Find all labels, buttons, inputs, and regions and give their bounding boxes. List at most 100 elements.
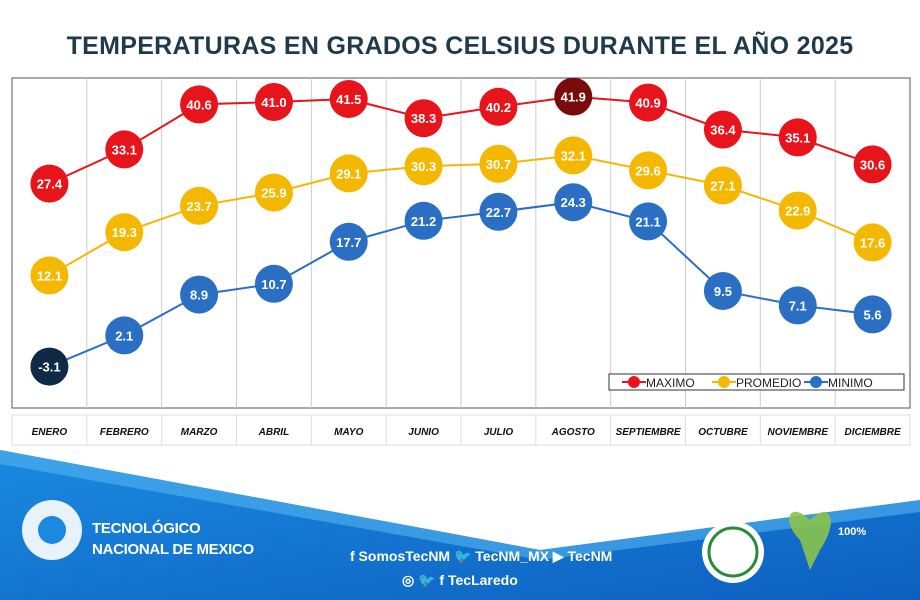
data-point <box>629 83 668 122</box>
data-point <box>479 87 518 126</box>
data-label: 40.2 <box>486 100 511 115</box>
data-label: 8.9 <box>190 288 208 303</box>
data-point <box>629 202 668 241</box>
series-minimo: -3.1 2.1 8.9 10.7 17.7 21.2 22.7 24.3 21.1 9.5 7.1… <box>30 183 892 386</box>
data-point <box>853 295 892 334</box>
category-label: MARZO <box>181 427 218 438</box>
legend: MAXIMO PROMEDIO MINIMO <box>608 373 905 391</box>
data-label: 36.4 <box>710 123 736 138</box>
data-label: 22.7 <box>486 205 511 220</box>
data-point <box>180 186 219 225</box>
data-point <box>254 264 293 303</box>
footer-banner: 100% TECNOLÓGICO NACIONAL DE MEXICO f So… <box>0 450 920 600</box>
data-label: 24.3 <box>561 195 586 210</box>
data-point <box>329 80 368 118</box>
data-label: 22.9 <box>785 204 810 219</box>
tecnm-name: TECNOLÓGICO NACIONAL DE MEXICO <box>92 518 254 560</box>
data-point <box>554 77 593 116</box>
data-point <box>853 223 892 262</box>
legend-label: PROMEDIO <box>736 376 801 390</box>
svg-text:100%: 100% <box>838 526 866 538</box>
legend-marker <box>810 376 822 388</box>
legend-label: MINIMO <box>828 376 873 390</box>
data-point <box>703 166 742 205</box>
data-point <box>778 191 817 230</box>
data-point <box>30 256 69 295</box>
org-line-2: NACIONAL DE MEXICO <box>92 541 254 558</box>
data-point <box>105 213 144 252</box>
data-point <box>853 145 892 184</box>
data-label: 29.6 <box>635 163 660 178</box>
data-point <box>554 183 593 222</box>
category-label: SEPTIEMBRE <box>616 427 681 438</box>
data-label: 27.1 <box>710 178 735 193</box>
data-point <box>479 144 518 183</box>
data-label: 5.6 <box>864 307 882 322</box>
data-point <box>404 147 443 186</box>
data-label: 30.3 <box>411 159 436 174</box>
data-label: 40.9 <box>635 96 660 111</box>
data-point <box>479 192 518 231</box>
data-point <box>254 173 293 212</box>
category-label: JULIO <box>484 427 514 438</box>
category-label: DICIEMBRE <box>845 427 901 438</box>
social-handles-2: ◎ 🐦 f TecLaredo <box>402 572 518 588</box>
data-point <box>329 222 368 261</box>
category-label: ABRIL <box>258 427 290 438</box>
legend-marker <box>628 376 640 388</box>
data-label: 9.5 <box>714 284 732 299</box>
line-chart: ENERO FEBRERO MARZO ABRIL MAYO JUNIO JULIO AGOS… <box>11 77 911 446</box>
data-label: 25.9 <box>261 186 286 201</box>
data-label: 12.1 <box>37 268 62 283</box>
category-label: ENERO <box>32 427 68 438</box>
data-point <box>629 151 668 190</box>
series-promedio: 12.1 19.3 23.7 25.9 29.1 30.3 30.7 32.1 29.6 27.1… <box>30 136 892 295</box>
data-point <box>404 201 443 240</box>
data-label: 30.6 <box>860 157 885 172</box>
tecnm-gear-logo <box>22 500 82 560</box>
legend-label: MAXIMO <box>646 376 695 390</box>
org-line-1: TECNOLÓGICO <box>92 520 201 537</box>
data-label: 21.2 <box>411 214 436 229</box>
data-point <box>105 130 144 169</box>
data-label: 19.3 <box>112 225 137 240</box>
data-label: 33.1 <box>112 142 137 157</box>
data-label: 2.1 <box>115 328 133 343</box>
legend-box <box>608 373 905 391</box>
data-label: 40.6 <box>186 97 211 112</box>
data-point <box>180 85 219 124</box>
data-point <box>180 275 219 314</box>
data-point <box>778 286 817 325</box>
data-label: 32.1 <box>561 148 586 163</box>
footer-background: 100% <box>0 450 920 600</box>
category-label: AGOSTO <box>551 427 595 438</box>
social-handles-1: f SomosTecNM 🐦 TecNM_MX ▶ TecNM <box>350 548 613 564</box>
data-label: 17.7 <box>336 235 361 250</box>
data-label: 27.4 <box>37 177 63 192</box>
data-label: 41.5 <box>336 92 361 107</box>
data-point <box>329 154 368 193</box>
data-point <box>703 110 742 149</box>
category-label: FEBRERO <box>100 427 149 438</box>
category-label: OCTUBRE <box>698 427 748 438</box>
plastic-free-logo: 100% <box>789 511 866 570</box>
data-point <box>554 136 593 175</box>
data-point <box>254 83 293 121</box>
data-point <box>404 99 443 138</box>
chart-title: TEMPERATURAS EN GRADOS CELSIUS DURANTE E… <box>66 32 854 60</box>
legend-marker <box>718 376 730 388</box>
data-label: 30.7 <box>486 157 511 172</box>
data-label: 17.6 <box>860 235 885 250</box>
data-point <box>30 164 69 203</box>
data-label: 21.1 <box>635 214 660 229</box>
data-label: 41.0 <box>261 95 286 110</box>
data-label: 38.3 <box>411 111 436 126</box>
data-label: -3.1 <box>38 360 60 375</box>
data-label: 35.1 <box>785 130 810 145</box>
data-point <box>778 118 817 157</box>
series-maximo: 27.4 33.1 40.6 41.0 41.5 38.3 40.2 41.9 40.9 36.4… <box>30 77 892 203</box>
data-label: 23.7 <box>186 199 211 214</box>
data-point <box>105 316 144 355</box>
institute-logo <box>702 521 764 583</box>
category-label: NOVIEMBRE <box>767 427 828 438</box>
